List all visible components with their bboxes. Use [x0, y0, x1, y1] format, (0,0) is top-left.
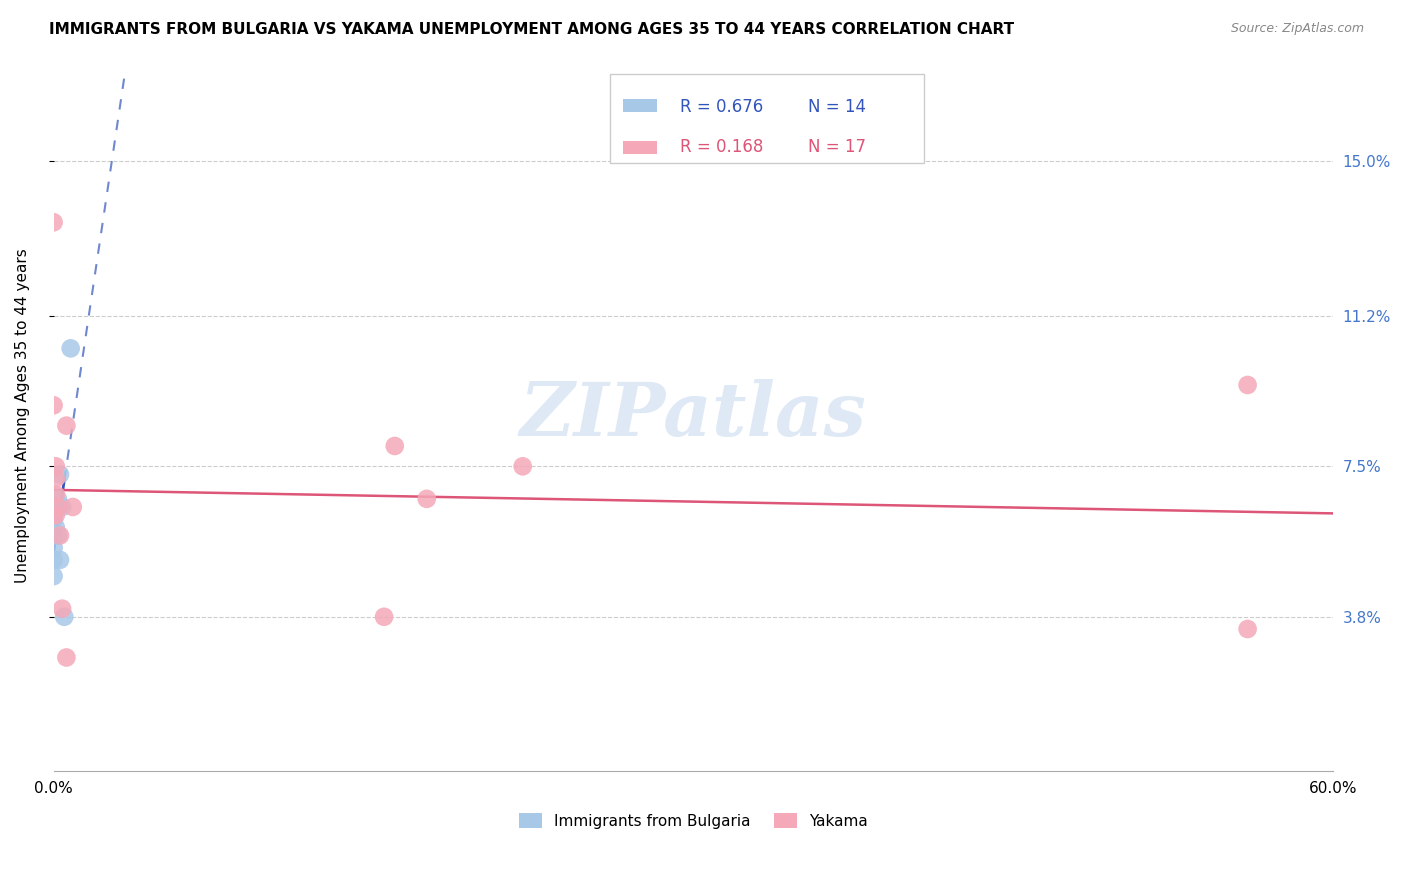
Text: R = 0.168: R = 0.168 — [681, 137, 763, 156]
Point — [59, 342, 82, 356]
Point — [42, 512, 65, 526]
Point — [55, 650, 77, 665]
Legend: Immigrants from Bulgaria, Yakama: Immigrants from Bulgaria, Yakama — [513, 806, 873, 835]
Point — [384, 439, 406, 453]
Text: IMMIGRANTS FROM BULGARIA VS YAKAMA UNEMPLOYMENT AMONG AGES 35 TO 44 YEARS CORREL: IMMIGRANTS FROM BULGARIA VS YAKAMA UNEMP… — [49, 22, 1014, 37]
Point — [1236, 378, 1258, 392]
Text: Source: ZipAtlas.com: Source: ZipAtlas.com — [1230, 22, 1364, 36]
Point — [45, 459, 67, 474]
Point — [53, 609, 76, 624]
Point — [42, 553, 65, 567]
FancyBboxPatch shape — [623, 99, 658, 112]
Point — [42, 541, 65, 555]
Point — [46, 500, 69, 514]
Point — [42, 508, 65, 522]
Point — [49, 528, 72, 542]
Point — [512, 459, 534, 474]
Y-axis label: Unemployment Among Ages 35 to 44 years: Unemployment Among Ages 35 to 44 years — [15, 248, 30, 582]
Text: N = 14: N = 14 — [808, 98, 866, 116]
Point — [49, 467, 72, 482]
Point — [45, 508, 67, 522]
Point — [42, 398, 65, 412]
Point — [42, 528, 65, 542]
Point — [49, 553, 72, 567]
Point — [42, 569, 65, 583]
FancyBboxPatch shape — [610, 74, 924, 163]
Point — [45, 488, 67, 502]
Point — [416, 491, 439, 506]
Point — [42, 215, 65, 229]
Point — [1236, 622, 1258, 636]
Point — [51, 500, 73, 514]
Point — [45, 500, 67, 514]
Point — [373, 609, 395, 624]
Text: R = 0.676: R = 0.676 — [681, 98, 763, 116]
Point — [51, 601, 73, 615]
Point — [45, 471, 67, 485]
Point — [45, 520, 67, 534]
Point — [55, 418, 77, 433]
Text: N = 17: N = 17 — [808, 137, 866, 156]
FancyBboxPatch shape — [623, 141, 658, 154]
Text: ZIPatlas: ZIPatlas — [520, 379, 866, 451]
Point — [46, 491, 69, 506]
Point — [46, 528, 69, 542]
Point — [62, 500, 84, 514]
